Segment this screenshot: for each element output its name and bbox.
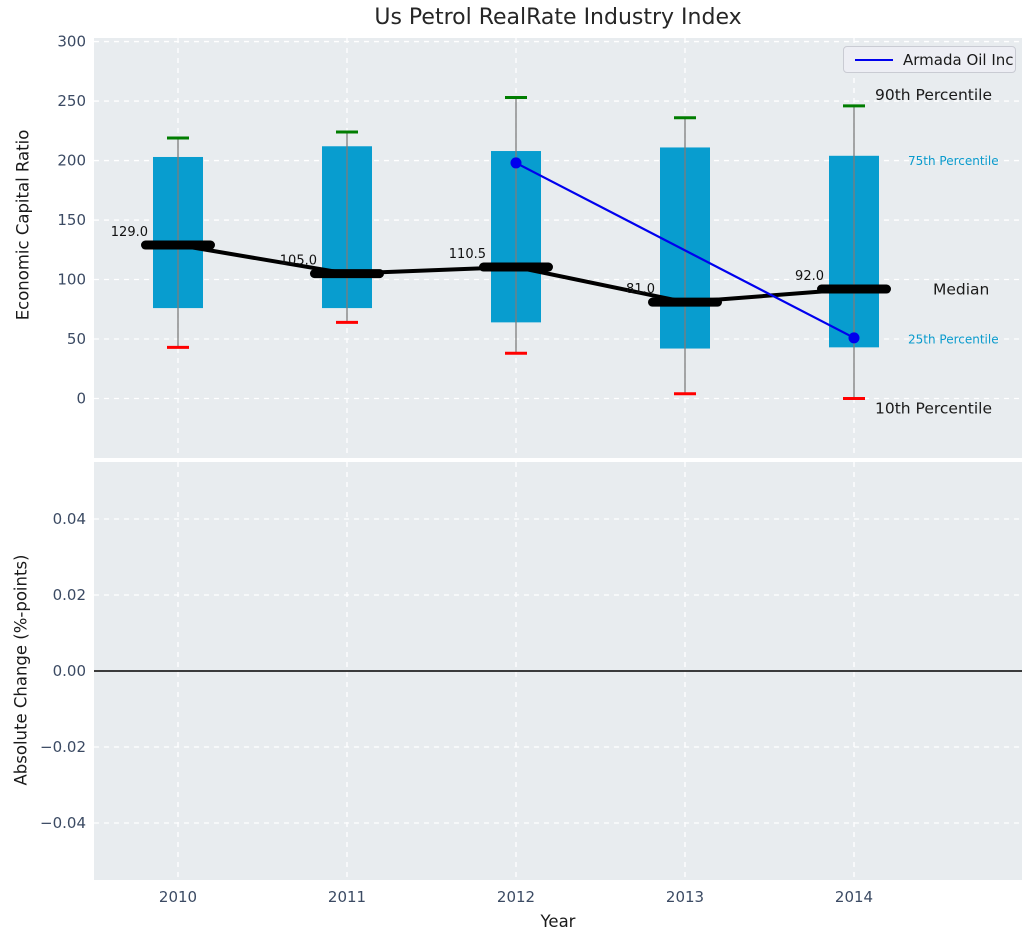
xtick-label: 2010 [159, 888, 197, 906]
bottom-ytick-label: 0.02 [53, 586, 86, 604]
median-value-label: 110.5 [449, 247, 486, 262]
top-ytick-label: 100 [57, 271, 86, 289]
top-ytick-label: 50 [67, 330, 86, 348]
median-marker-2012 [479, 262, 553, 272]
legend-label: Armada Oil Inc [903, 50, 1014, 69]
annotation-75th-percentile: 75th Percentile [908, 154, 999, 168]
company-point [510, 157, 522, 169]
median-value-label: 105.0 [280, 254, 317, 269]
top-y-axis-label: Economic Capital Ratio [13, 129, 33, 321]
xtick-label: 2012 [497, 888, 535, 906]
median-value-label: 129.0 [111, 225, 148, 240]
top-ytick-label: 200 [57, 152, 86, 170]
x-axis-label: Year [540, 912, 576, 931]
xtick-label: 2014 [835, 888, 873, 906]
bottom-ytick-label: −0.04 [40, 814, 86, 832]
legend: Armada Oil Inc [843, 46, 1016, 73]
company-point [848, 332, 860, 344]
xtick-label: 2011 [328, 888, 366, 906]
annotation-median: Median [933, 281, 989, 299]
bottom-y-axis-label: Absolute Change (%-points) [11, 554, 31, 786]
annotation-10th-percentile: 10th Percentile [875, 400, 992, 418]
top-ytick-label: 250 [57, 92, 86, 110]
bottom-ytick-label: 0.04 [53, 510, 86, 528]
median-marker-2010 [141, 240, 215, 250]
median-marker-2014 [817, 284, 891, 294]
bottom-ytick-label: 0.00 [53, 662, 86, 680]
top-ytick-label: 0 [76, 390, 86, 408]
company-line [515, 161, 855, 339]
median-marker-2011 [310, 269, 384, 279]
top-ytick-label: 150 [57, 211, 86, 229]
median-marker-2013 [648, 297, 722, 307]
annotation-90th-percentile: 90th Percentile [875, 86, 992, 104]
legend-line-icon [855, 58, 893, 61]
chart-title: Us Petrol RealRate Industry Index [374, 5, 742, 30]
top-ytick-label: 300 [57, 33, 86, 51]
median-value-label: 92.0 [795, 269, 824, 284]
median-value-label: 81.0 [626, 282, 655, 297]
xtick-label: 2013 [666, 888, 704, 906]
annotation-25th-percentile: 25th Percentile [908, 332, 999, 346]
bottom-ytick-label: −0.02 [40, 738, 86, 756]
